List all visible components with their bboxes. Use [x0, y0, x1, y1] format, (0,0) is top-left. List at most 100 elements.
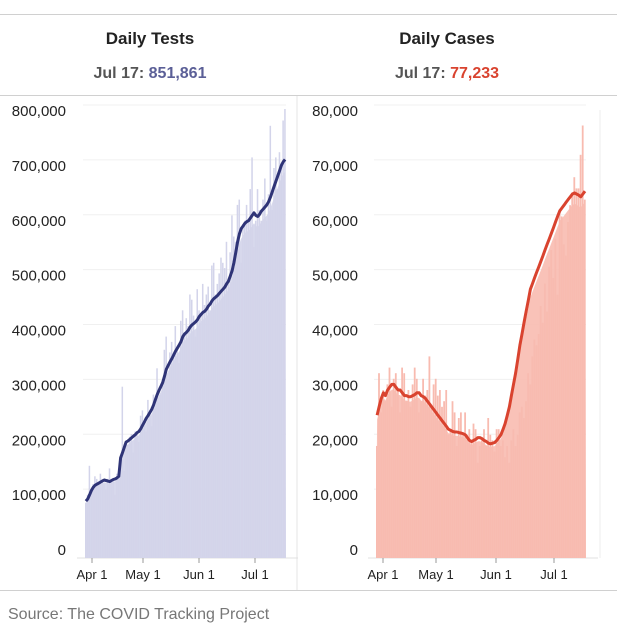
cases-y-tick-label: 10,000	[312, 487, 358, 504]
tests-daily-bar	[284, 109, 286, 558]
cases-daily-bar	[548, 266, 550, 558]
tests-daily-bar	[216, 283, 219, 558]
cases-daily-bar	[464, 412, 466, 558]
tests-daily-bar	[236, 204, 239, 558]
tests-daily-bar	[187, 326, 189, 558]
cases-daily-bar	[567, 222, 569, 558]
tests-title: Daily Tests	[105, 29, 195, 48]
tests-daily-bar	[103, 484, 105, 558]
top-rule	[0, 14, 617, 15]
cases-daily-bar	[474, 429, 477, 558]
cases-daily-bar	[466, 434, 469, 558]
tests-y-tick-label: 400,000	[12, 323, 66, 340]
tests-daily-bar	[181, 310, 184, 558]
tests-daily-bar	[117, 478, 120, 558]
cases-daily-bar	[535, 345, 538, 558]
cases-daily-bar	[495, 429, 498, 558]
tests-daily-bar	[249, 189, 251, 558]
tests-daily-bar	[143, 423, 145, 558]
cases-daily-bar	[527, 373, 529, 558]
cases-daily-bar	[441, 406, 443, 558]
tests-daily-bar	[119, 476, 122, 558]
tests-daily-bar	[225, 241, 228, 559]
tests-daily-bar	[150, 426, 153, 558]
cases-daily-bar	[401, 367, 403, 558]
tests-y-tick-label: 800,000	[12, 103, 66, 120]
tests-daily-bar	[152, 394, 155, 558]
cases-daily-bar	[386, 384, 389, 558]
tests-daily-bar	[112, 478, 114, 558]
tests-y-tick-label: 500,000	[12, 268, 66, 285]
cases-y-tick-label: 50,000	[312, 268, 358, 285]
tests-date-label: Jul 17:	[93, 65, 145, 82]
tests-daily-bar	[180, 320, 182, 558]
tests-daily-bar	[97, 481, 100, 558]
cases-daily-bar	[523, 418, 525, 558]
tests-daily-bar	[114, 494, 116, 558]
cases-daily-bar	[399, 412, 401, 558]
cases-average-line	[375, 190, 587, 446]
cases-daily-bar	[569, 205, 571, 558]
tests-y-tick-label: 0	[58, 542, 66, 559]
cases-daily-bar	[539, 306, 542, 558]
tests-daily-bar	[247, 220, 250, 558]
cases-daily-bar	[483, 429, 485, 558]
tests-daily-bar	[128, 436, 131, 558]
cases-daily-bar	[531, 356, 534, 558]
tests-daily-bar	[229, 252, 231, 559]
tests-value: 851,861	[148, 65, 207, 82]
cases-daily-bar	[405, 401, 408, 558]
tests-daily-bar	[134, 431, 136, 558]
cases-daily-bar	[432, 384, 435, 558]
tests-daily-bar	[169, 352, 171, 558]
tests-daily-bar	[174, 326, 177, 558]
cases-y-tick-label: 80,000	[312, 103, 358, 120]
cases-daily-bar	[560, 216, 563, 558]
tests-daily-bar	[183, 336, 186, 558]
cases-daily-bar	[544, 283, 546, 558]
cases-x-tick-label: Jul 1	[540, 567, 567, 582]
cases-daily-bar	[447, 434, 450, 558]
cases-daily-bar	[434, 378, 437, 558]
cases-daily-bar	[485, 446, 487, 558]
cases-daily-bar	[443, 401, 445, 558]
tests-daily-bar	[207, 286, 209, 558]
tests-daily-bar	[178, 363, 180, 558]
cases-daily-bar	[558, 210, 561, 559]
cases-daily-bar	[520, 406, 523, 558]
tests-daily-bar	[220, 257, 222, 558]
cases-daily-bar	[510, 440, 513, 558]
tests-daily-bar	[256, 189, 259, 558]
tests-x-tick-label: Jul 1	[241, 567, 268, 582]
tests-daily-bar	[238, 199, 241, 558]
cases-daily-bar	[583, 199, 586, 558]
cases-daily-bar	[529, 384, 532, 558]
cases-daily-bar	[403, 373, 406, 558]
tests-daily-bar	[123, 471, 125, 558]
tests-daily-bar	[258, 210, 261, 558]
tests-daily-bar	[132, 452, 135, 558]
cases-daily-bar	[470, 440, 473, 558]
cases-daily-bar	[445, 390, 448, 558]
cases-daily-bar	[380, 412, 382, 558]
tests-daily-bar	[269, 125, 272, 559]
tests-daily-bar	[242, 226, 244, 558]
cases-daily-bar	[581, 125, 584, 558]
cases-subtitle: Jul 17: 77,233	[297, 65, 597, 83]
cases-daily-bar	[537, 334, 540, 558]
tests-daily-bar	[105, 489, 107, 558]
tests-daily-bar	[85, 502, 87, 558]
cases-daily-bar	[422, 378, 424, 558]
tests-x-tick-label: Jun 1	[183, 567, 215, 582]
cases-daily-bar	[413, 367, 416, 558]
tests-daily-bar	[172, 357, 175, 558]
cases-daily-bar	[392, 378, 395, 558]
cases-daily-bar	[394, 373, 397, 558]
tests-daily-bar	[156, 368, 158, 558]
tests-x-tick-label: May 1	[125, 567, 160, 582]
cases-daily-bar	[476, 462, 479, 558]
tests-daily-bar	[95, 478, 98, 558]
cases-title: Daily Cases	[399, 29, 495, 48]
tests-daily-bar	[163, 349, 166, 558]
tests-daily-bar	[196, 289, 198, 558]
